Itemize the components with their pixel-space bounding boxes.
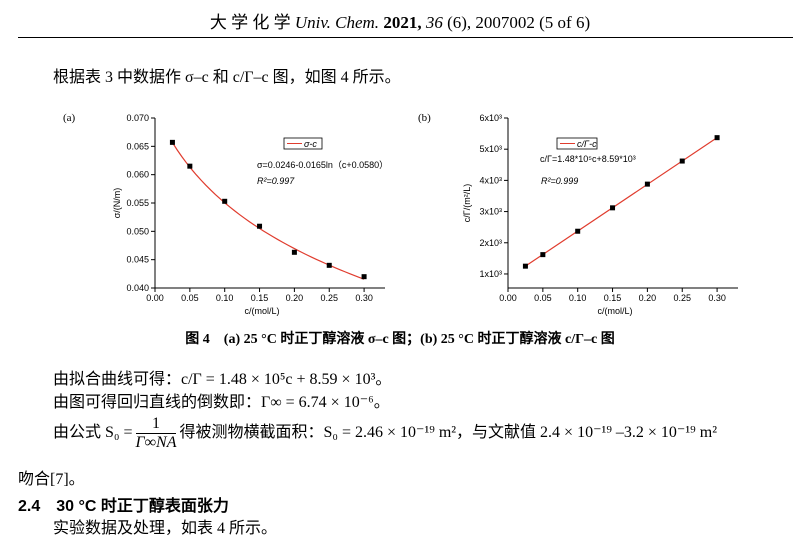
y-tick-label: 5x10³ — [479, 144, 502, 154]
y-tick-label: 0.045 — [126, 255, 149, 265]
y-tick-label: 0.055 — [126, 198, 149, 208]
y-tick-label: 0.060 — [126, 170, 149, 180]
x-tick-label: 0.05 — [181, 293, 199, 303]
x-tick-label: 0.30 — [355, 293, 373, 303]
panel-label: (b) — [418, 112, 431, 124]
x-tick-label: 0.10 — [216, 293, 234, 303]
data-point — [575, 228, 581, 234]
data-point — [257, 223, 263, 229]
data-point — [714, 135, 720, 141]
x-axis-label: c/(mol/L) — [597, 306, 632, 316]
y-tick-label: 6x10³ — [479, 113, 502, 123]
text-line-5: 实验数据及处理，如表 4 所示。 — [53, 520, 278, 537]
volume: 36 — [425, 13, 443, 32]
fraction-numerator: 1 — [135, 415, 177, 434]
legend-label: σ-c — [304, 139, 317, 149]
data-point — [326, 262, 332, 268]
y-tick-label: 0.050 — [126, 226, 149, 236]
y-tick-label: 0.070 — [126, 113, 149, 123]
formula-prefix: 由公式 S₀ = — [53, 424, 133, 442]
x-tick-label: 0.05 — [534, 293, 552, 303]
year: 2021, — [383, 13, 422, 32]
data-point — [187, 163, 193, 169]
text-line-4: 吻合[7]。 — [18, 471, 85, 488]
x-tick-label: 0.15 — [604, 293, 622, 303]
panel-label: (a) — [63, 112, 76, 124]
x-tick-label: 0.30 — [708, 293, 726, 303]
x-axis-label: c/(mol/L) — [244, 306, 279, 316]
data-point — [540, 252, 546, 258]
figure-caption: 图 4 (a) 25 °C 时正丁醇溶液 σ–c 图；(b) 25 °C 时正丁… — [185, 332, 615, 347]
text-line-3: 由公式 S₀ = 1 Γ∞NA 得被测物横截面积：S₀ = 2.46 × 10⁻¹⁹ … — [53, 415, 717, 452]
x-tick-label: 0.15 — [251, 293, 269, 303]
x-tick-label: 0.00 — [499, 293, 517, 303]
intro-text: 根据表 3 中数据作 σ–c 和 c/Γ–c 图，如图 4 所示。 — [53, 69, 401, 86]
fit-curve — [171, 142, 365, 280]
running-header: 大 学 化 学 Univ. Chem. 2021, 36 (6), 200700… — [0, 8, 800, 33]
issue: (6), 2007002 (5 of 6) — [447, 13, 591, 32]
data-point — [169, 139, 175, 145]
data-point — [644, 181, 650, 187]
data-point — [222, 198, 228, 204]
journal-cn: 大 学 化 学 — [209, 13, 291, 32]
fraction-denominator: Γ∞NA — [135, 434, 177, 451]
x-tick-label: 0.20 — [286, 293, 304, 303]
data-point — [361, 274, 367, 280]
text-line-2: 由图可得回归直线的倒数即：Γ∞ = 6.74 × 10⁻⁶。 — [53, 394, 390, 411]
fit-equation: σ=0.0246-0.0165ln（c+0.0580） — [257, 160, 388, 170]
x-tick-label: 0.25 — [320, 293, 338, 303]
data-point — [679, 158, 685, 164]
fit-equation: c/Γ=1.48*10⁵c+8.59*10³ — [540, 154, 636, 164]
text-line-1: 由拟合曲线可得：c/Γ = 1.48 × 10⁵c + 8.59 × 10³。 — [53, 371, 392, 388]
fit-curve — [525, 137, 718, 267]
section-heading: 2.4 30 °C 时正丁醇表面张力 — [18, 498, 229, 515]
r-squared: R²=0.997 — [257, 176, 295, 186]
y-tick-label: 0.040 — [126, 283, 149, 293]
legend-box — [556, 137, 598, 150]
r-squared: R²=0.999 — [541, 176, 578, 186]
x-tick-label: 0.20 — [639, 293, 657, 303]
x-tick-label: 0.00 — [146, 293, 164, 303]
y-tick-label: 2x10³ — [479, 238, 502, 248]
data-point — [291, 249, 297, 255]
journal-en: Univ. Chem. — [294, 13, 380, 32]
y-axis-label: σ/(N/m) — [112, 188, 122, 219]
figure-4: (a) 0.00 0.05 0.10 0.15 0.20 0.25 0.30 0.040 0.04… — [63, 112, 738, 316]
fraction: 1 Γ∞NA — [135, 415, 177, 452]
legend-label: c/Γ-c — [577, 139, 597, 149]
header-rule — [18, 37, 793, 38]
x-tick-label: 0.10 — [569, 293, 587, 303]
y-axis-label: c/Γ/(m²/L) — [462, 184, 472, 222]
data-point — [610, 205, 616, 211]
x-tick-label: 0.25 — [673, 293, 691, 303]
formula-result: 得被测物横截面积：S₀ = 2.46 × 10⁻¹⁹ m²，与文献值 2.4 ×… — [179, 424, 717, 442]
y-tick-label: 4x10³ — [479, 175, 502, 185]
y-tick-label: 0.065 — [126, 141, 149, 151]
y-tick-label: 3x10³ — [479, 207, 502, 217]
legend-box — [283, 137, 323, 150]
y-tick-label: 1x10³ — [479, 269, 502, 279]
data-point — [522, 263, 528, 269]
